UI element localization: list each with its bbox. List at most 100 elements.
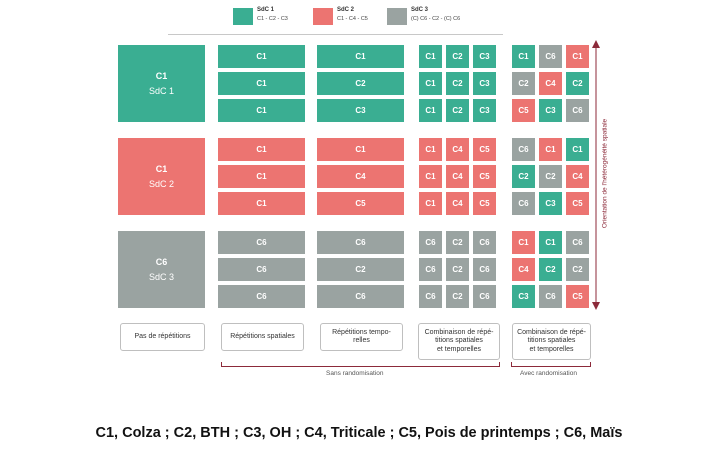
- combined-cell: C4: [446, 138, 469, 161]
- column-label: Répétitions tempo-relles: [320, 323, 403, 351]
- spatial-cell: C1: [218, 165, 305, 188]
- column-label: Pas de répétitions: [120, 323, 205, 351]
- randomized-cell: C2: [512, 165, 535, 188]
- column-label: Combinaison de répé-titions spatiales et …: [512, 323, 591, 360]
- combined-cell: C2: [446, 258, 469, 281]
- randomized-cell: C4: [539, 72, 562, 95]
- spatial-heterogeneity-arrow: [592, 40, 600, 310]
- bracket-no-randomization-label: Sans randomisation: [326, 370, 384, 377]
- combined-cell: C6: [419, 258, 442, 281]
- combined-cell: C1: [419, 165, 442, 188]
- temporal-cell: C6: [317, 231, 404, 254]
- legend-title: SdC 3: [411, 7, 429, 13]
- spatial-cell: C6: [218, 285, 305, 308]
- randomized-cell: C6: [566, 99, 589, 122]
- randomized-cell: C6: [539, 285, 562, 308]
- legend-title: SdC 2: [337, 7, 355, 13]
- combined-cell: C3: [473, 99, 496, 122]
- combined-cell: C6: [419, 231, 442, 254]
- combined-cell: C6: [473, 285, 496, 308]
- spatial-cell: C6: [218, 231, 305, 254]
- legend-swatch: [387, 8, 407, 25]
- combined-cell: C6: [419, 285, 442, 308]
- legend-title: SdC 1: [257, 7, 275, 13]
- combined-cell: C2: [446, 285, 469, 308]
- combined-cell: C1: [419, 138, 442, 161]
- column-label: Combinaison de répé-titions spatiales et …: [418, 323, 500, 360]
- temporal-cell: C1: [317, 45, 404, 68]
- system-name: SdC 1: [148, 85, 174, 96]
- column-label: Répétitions spatiales: [221, 323, 304, 351]
- combined-cell: C5: [473, 165, 496, 188]
- randomized-cell: C1: [539, 138, 562, 161]
- combined-cell: C1: [419, 45, 442, 68]
- temporal-cell: C6: [317, 285, 404, 308]
- bracket-randomization-label: Avec randomisation: [520, 370, 577, 377]
- temporal-cell: C3: [317, 99, 404, 122]
- combined-cell: C4: [446, 165, 469, 188]
- legend-subtitle: (C) C6 - C2 - (C) C6: [411, 16, 461, 22]
- spatial-cell: C1: [218, 138, 305, 161]
- spatial-cell: C1: [218, 72, 305, 95]
- vertical-axis-label: Orientation de l'hétérogénéité spatiale: [601, 118, 609, 229]
- combined-cell: C2: [446, 99, 469, 122]
- randomized-cell: C1: [512, 231, 535, 254]
- legend-swatch: [233, 8, 253, 25]
- system-block: C1 SdC 2: [118, 138, 205, 215]
- spatial-cell: C1: [218, 45, 305, 68]
- temporal-cell: C2: [317, 72, 404, 95]
- randomized-cell: C5: [566, 285, 589, 308]
- temporal-cell: C4: [317, 165, 404, 188]
- randomized-cell: C6: [566, 231, 589, 254]
- system-crop: C1: [155, 163, 168, 174]
- randomized-cell: C6: [512, 192, 535, 215]
- system-name: SdC 3: [148, 271, 174, 282]
- randomized-cell: C2: [566, 72, 589, 95]
- legend-subtitle: C1 - C4 - C5: [337, 16, 368, 22]
- combined-cell: C5: [473, 138, 496, 161]
- randomized-cell: C2: [512, 72, 535, 95]
- randomized-cell: C2: [539, 165, 562, 188]
- caption: C1, Colza ; C2, BTH ; C3, OH ; C4, Triti…: [95, 425, 623, 441]
- system-block: C1 SdC 1: [118, 45, 205, 122]
- randomized-cell: C4: [512, 258, 535, 281]
- system-name: SdC 2: [148, 178, 174, 189]
- randomized-cell: C4: [566, 165, 589, 188]
- combined-cell: C1: [419, 99, 442, 122]
- legend-swatch: [313, 8, 333, 25]
- temporal-cell: C5: [317, 192, 404, 215]
- temporal-cell: C1: [317, 138, 404, 161]
- system-block: C6 SdC 3: [118, 231, 205, 308]
- combined-cell: C2: [446, 231, 469, 254]
- randomized-cell: C3: [539, 99, 562, 122]
- spatial-cell: C1: [218, 192, 305, 215]
- legend-divider: [168, 34, 503, 35]
- combined-cell: C4: [446, 192, 469, 215]
- combined-cell: C2: [446, 72, 469, 95]
- randomized-cell: C2: [539, 258, 562, 281]
- bracket-randomization: [511, 362, 591, 367]
- randomized-cell: C1: [512, 45, 535, 68]
- combined-cell: C5: [473, 192, 496, 215]
- randomized-cell: C1: [566, 138, 589, 161]
- randomized-cell: C2: [566, 258, 589, 281]
- temporal-cell: C2: [317, 258, 404, 281]
- legend-subtitle: C1 - C2 - C3: [257, 16, 288, 22]
- randomized-cell: C3: [512, 285, 535, 308]
- combined-cell: C6: [473, 258, 496, 281]
- randomized-cell: C1: [566, 45, 589, 68]
- randomized-cell: C3: [539, 192, 562, 215]
- bracket-no-randomization: [221, 362, 500, 367]
- randomized-cell: C6: [512, 138, 535, 161]
- combined-cell: C6: [473, 231, 496, 254]
- spatial-cell: C1: [218, 99, 305, 122]
- randomized-cell: C5: [566, 192, 589, 215]
- system-crop: C1: [155, 70, 168, 81]
- combined-cell: C1: [419, 72, 442, 95]
- combined-cell: C1: [419, 192, 442, 215]
- randomized-cell: C5: [512, 99, 535, 122]
- randomized-cell: C6: [539, 45, 562, 68]
- spatial-cell: C6: [218, 258, 305, 281]
- combined-cell: C3: [473, 72, 496, 95]
- system-crop: C6: [155, 256, 168, 267]
